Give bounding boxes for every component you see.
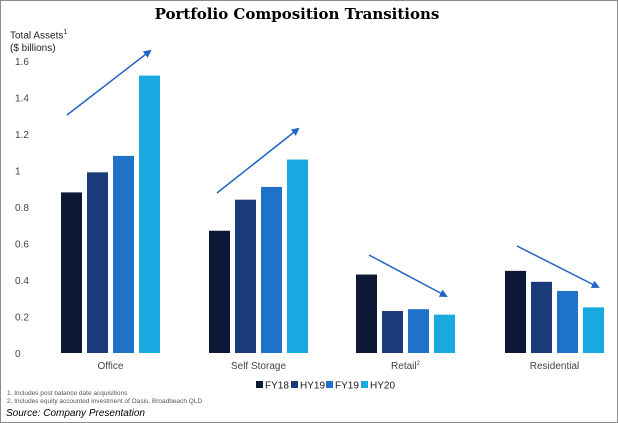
y-tick-label: 0.2 bbox=[15, 313, 29, 324]
y-axis-label: Total Assets1 ($ billions) bbox=[10, 26, 67, 55]
footnote-1: 1. Includes post balance date acquisitio… bbox=[7, 390, 128, 397]
bar-hy19-self-storage bbox=[235, 199, 256, 353]
footnotes: 1. Includes post balance date acquisitio… bbox=[7, 390, 202, 406]
x-category-label: Office bbox=[98, 361, 124, 372]
legend-swatch-fy18 bbox=[256, 381, 263, 388]
footnote-2: 2. Includes equity accounted investment … bbox=[7, 398, 203, 405]
y-tick-label: 1.6 bbox=[15, 57, 29, 68]
bar-hy19-residential bbox=[531, 281, 552, 353]
y-tick-label: 0.8 bbox=[15, 203, 29, 214]
trend-arrow-up bbox=[216, 127, 300, 194]
bar-fy19-office bbox=[113, 155, 134, 353]
bar-hy20-residential bbox=[583, 307, 604, 353]
bar-fy18-residential bbox=[505, 270, 526, 353]
bar-fy18-self-storage bbox=[209, 230, 230, 353]
y-axis-label-line2: ($ billions) bbox=[10, 43, 56, 55]
bar-hy20-office bbox=[139, 75, 160, 353]
bar-fy19-residential bbox=[557, 290, 578, 353]
bar-fy18-office bbox=[61, 192, 82, 353]
y-tick-label: 1.2 bbox=[15, 130, 29, 141]
trend-arrow-up bbox=[66, 49, 152, 116]
x-category-label: Residential bbox=[530, 361, 579, 372]
x-category-label: Retail2 bbox=[391, 361, 421, 372]
source-note: Source: Company Presentation bbox=[6, 408, 145, 419]
bar-fy19-self-storage bbox=[261, 186, 282, 353]
legend-swatch-hy20 bbox=[361, 381, 368, 388]
bar-hy20-retail bbox=[434, 314, 455, 353]
y-tick-label: 0.6 bbox=[15, 240, 29, 251]
y-axis-label-footnote-mark: 1 bbox=[63, 29, 68, 36]
legend-label-fy19: FY19 bbox=[335, 381, 359, 392]
legend-label-hy20: HY20 bbox=[370, 381, 395, 392]
bar-hy20-self-storage bbox=[287, 159, 308, 353]
trend-arrow-down bbox=[368, 254, 448, 297]
legend-swatch-fy19 bbox=[326, 381, 333, 388]
bar-fy18-retail bbox=[356, 274, 377, 353]
chart-title: Portfolio Composition Transitions bbox=[154, 5, 440, 23]
legend-label-fy18: FY18 bbox=[265, 381, 289, 392]
y-tick-label: 1 bbox=[15, 167, 21, 178]
y-tick-label: 0.4 bbox=[15, 276, 29, 287]
bar-hy19-retail bbox=[382, 311, 403, 353]
x-category-label: Self Storage bbox=[231, 361, 286, 372]
y-tick-label: 1.4 bbox=[15, 94, 29, 105]
trend-arrow-down bbox=[516, 245, 600, 288]
legend-swatch-hy19 bbox=[291, 381, 298, 388]
bar-fy19-retail bbox=[408, 309, 429, 353]
bar-hy19-office bbox=[87, 172, 108, 353]
y-tick-label: 0 bbox=[15, 349, 21, 360]
legend-label-hy19: HY19 bbox=[300, 381, 325, 392]
y-axis-label-line1: Total Assets bbox=[10, 30, 64, 42]
